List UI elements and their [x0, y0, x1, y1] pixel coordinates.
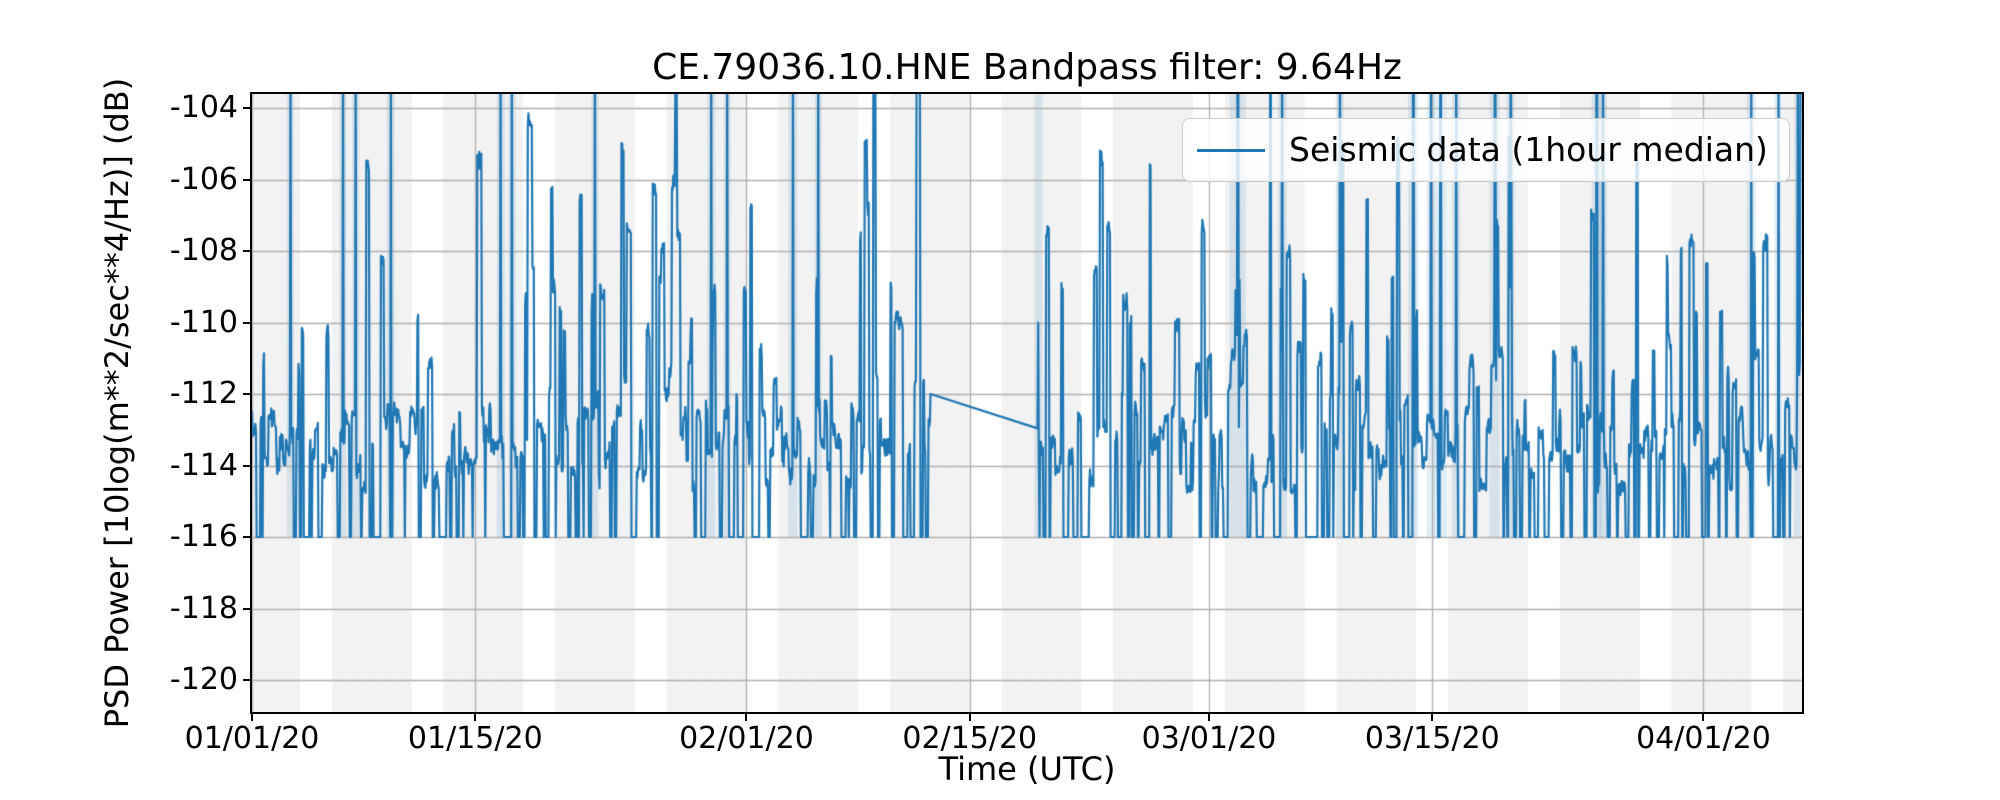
x-tick-mark — [1702, 712, 1705, 721]
y-tick-mark — [243, 321, 252, 324]
chart-title: CE.79036.10.HNE Bandpass filter: 9.64Hz — [652, 47, 1402, 88]
y-tick-mark — [243, 536, 252, 538]
legend-label: Seismic data (1hour median) — [1289, 129, 1768, 169]
y-tick-mark — [243, 464, 252, 467]
y-tick-mark — [243, 178, 252, 181]
x-tick-label: 04/01/20 — [1636, 721, 1771, 756]
y-tick-mark — [243, 107, 252, 109]
y-tick-label: -112 — [169, 376, 238, 411]
y-tick-mark — [243, 607, 252, 610]
x-tick-mark — [1431, 712, 1434, 721]
seismic-line-chart-canvas — [252, 94, 1802, 712]
x-tick-mark — [745, 712, 748, 721]
x-tick-label: 01/01/20 — [184, 721, 320, 756]
x-tick-label: 02/15/20 — [902, 721, 1038, 756]
plot-area: Seismic data (1hour median) — [250, 92, 1804, 714]
x-tick-label: 03/01/20 — [1141, 721, 1277, 756]
y-tick-label: -110 — [169, 304, 238, 340]
x-tick-mark — [474, 712, 477, 721]
y-tick-label: -104 — [169, 90, 238, 125]
x-axis-label: Time (UTC) — [938, 750, 1116, 788]
y-tick-label: -120 — [169, 662, 238, 697]
y-tick-mark — [243, 250, 252, 252]
x-tick-label: 03/15/20 — [1364, 721, 1500, 756]
x-tick-mark — [968, 712, 971, 721]
y-tick-mark — [243, 393, 252, 395]
y-tick-label: -114 — [169, 447, 238, 483]
x-tick-label: 01/15/20 — [407, 721, 543, 756]
y-tick-label: -118 — [169, 590, 238, 626]
legend: Seismic data (1hour median) — [1182, 118, 1790, 182]
y-tick-mark — [243, 679, 252, 681]
legend-line-sample — [1197, 148, 1265, 152]
x-tick-mark — [251, 712, 253, 721]
y-tick-label: -116 — [169, 519, 238, 554]
x-tick-mark — [1208, 712, 1210, 721]
x-tick-label: 02/01/20 — [679, 721, 814, 756]
y-tick-label: -108 — [169, 233, 238, 268]
y-tick-label: -106 — [169, 161, 238, 197]
